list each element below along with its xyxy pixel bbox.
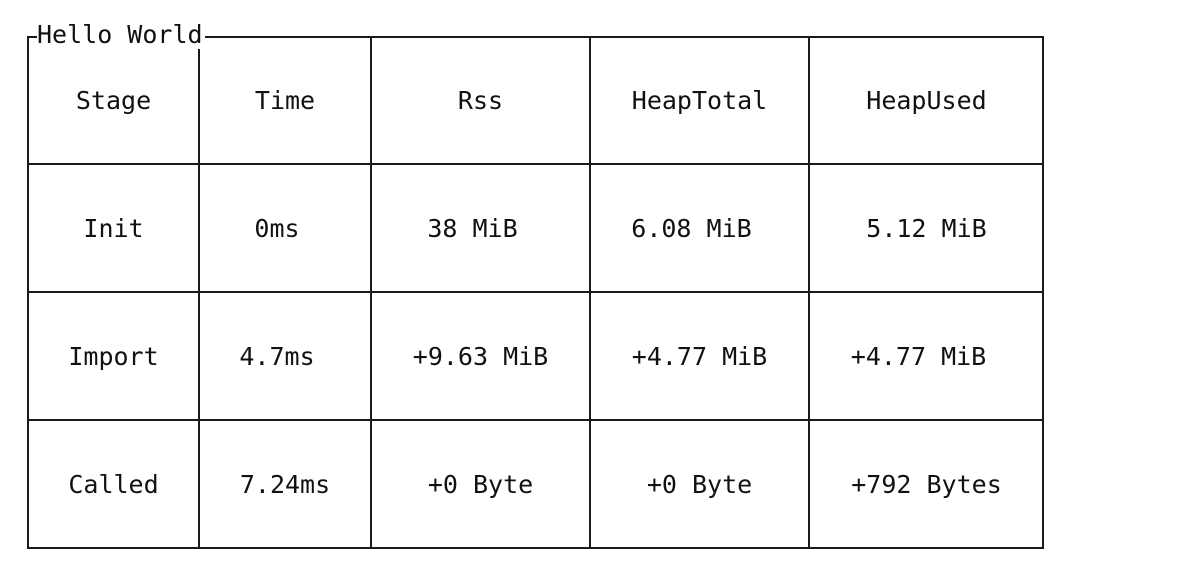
cell-heap-used: 5.12 MiB <box>866 213 987 243</box>
header-time: Time <box>254 85 316 115</box>
header-heap-used: HeapUsed <box>866 85 987 115</box>
cell-time: 7.24ms <box>239 469 331 499</box>
cell-heap-total: 6.08 MiB <box>631 213 752 243</box>
cell-time: 4.7ms <box>239 341 315 371</box>
cell-rss: +0 Byte <box>427 469 534 499</box>
cell-rss: +9.63 MiB <box>412 341 549 371</box>
cell-heap-used: +4.77 MiB <box>850 341 987 371</box>
table-title: Hello World <box>37 20 205 49</box>
header-rss: Rss <box>457 85 504 115</box>
cell-heap-total: +4.77 MiB <box>631 341 768 371</box>
cell-rss: 38 MiB <box>427 213 518 243</box>
cell-stage: Init <box>83 213 144 243</box>
row-divider <box>27 419 1044 421</box>
header-stage: Stage <box>75 85 152 115</box>
cell-heap-used: +792 Bytes <box>851 469 1002 499</box>
cell-heap-total: +0 Byte <box>646 469 753 499</box>
row-divider <box>27 163 1044 165</box>
cell-time: 0ms <box>254 213 300 243</box>
cell-stage: Called <box>68 469 159 499</box>
row-divider <box>27 291 1044 293</box>
header-heap-total: HeapTotal <box>631 85 768 115</box>
cell-stage: Import <box>68 341 159 371</box>
